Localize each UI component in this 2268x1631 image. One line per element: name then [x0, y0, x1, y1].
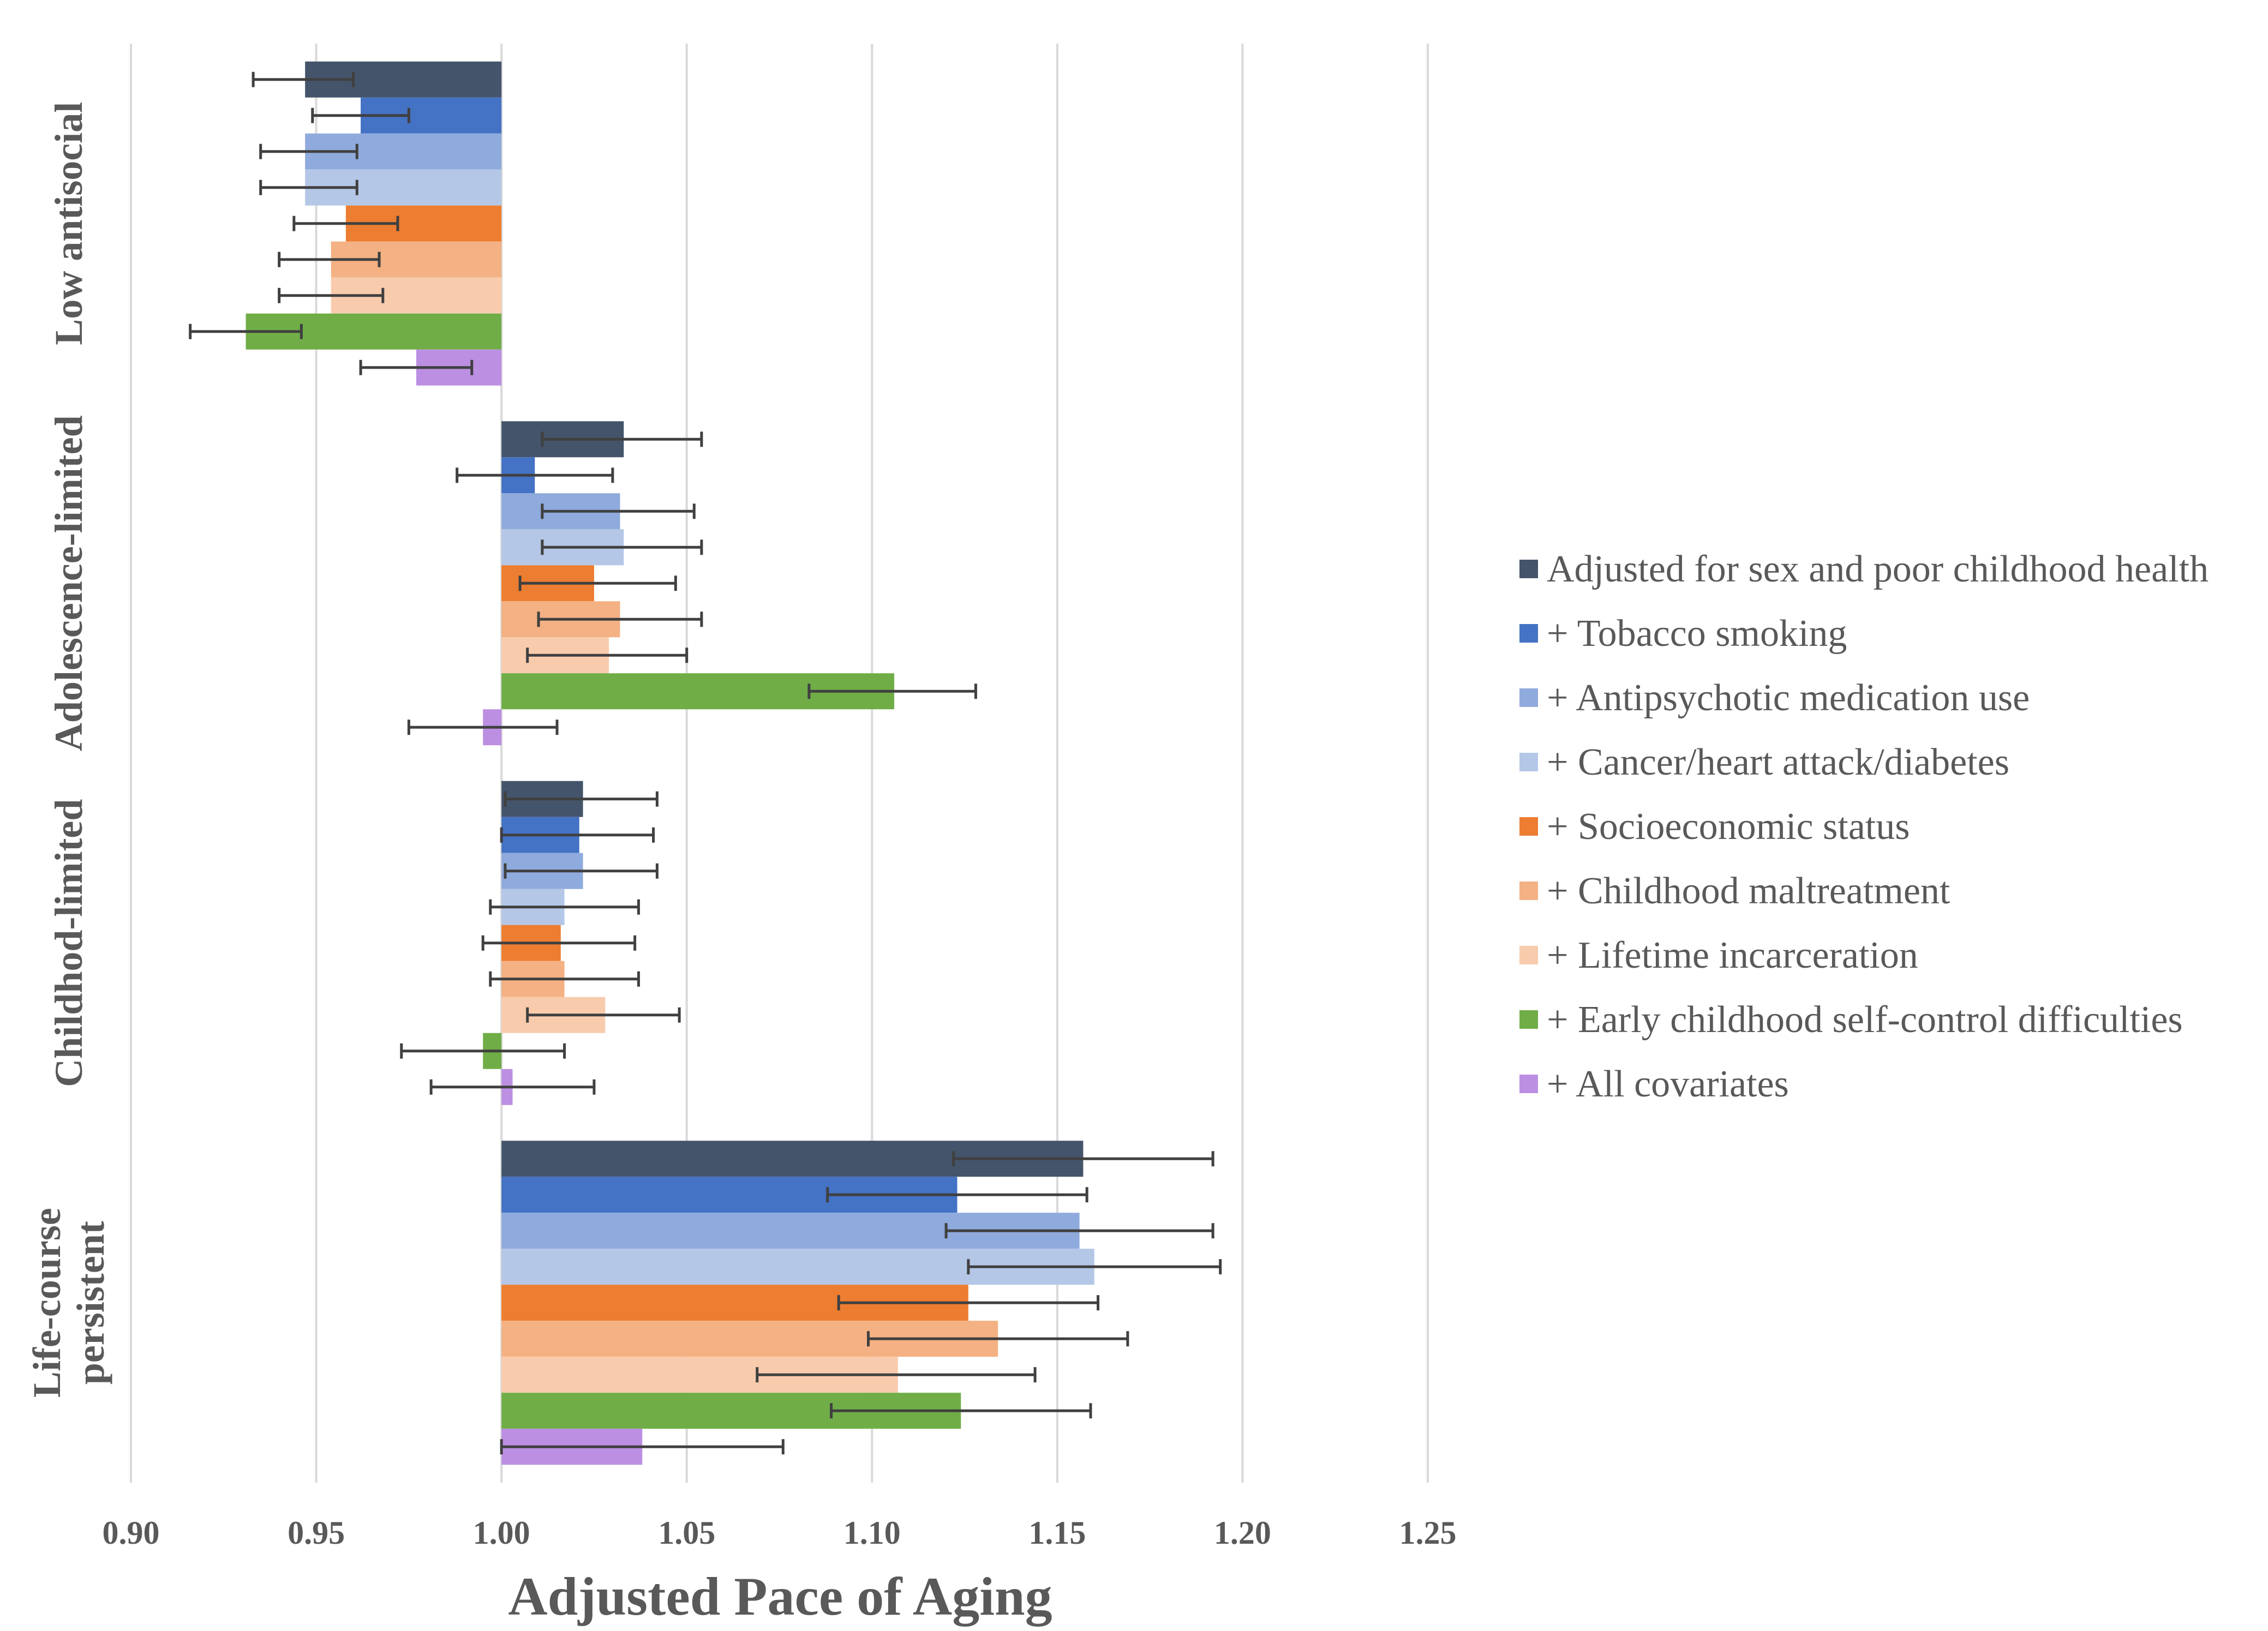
category-label: Low antisocial	[47, 102, 91, 345]
legend-item: + Childhood maltreatment	[1519, 870, 1950, 912]
legend-item: + Early childhood self-control difficult…	[1519, 999, 2183, 1041]
x-axis-title: Adjusted Pace of Aging	[508, 1566, 1052, 1627]
legend: Adjusted for sex and poor childhood heal…	[1519, 548, 2209, 1105]
category-label: Adolescence-limited	[47, 415, 91, 751]
category-label: Childhod-limited	[47, 799, 91, 1087]
error-bars	[189, 71, 1222, 1455]
bars	[246, 61, 1094, 1465]
category-labels: Low antisocial Adolescence-limited Childho…	[25, 102, 112, 1398]
legend-item: + Antipsychotic medication use	[1519, 677, 2030, 719]
legend-item: + Lifetime incarceration	[1519, 934, 1918, 976]
x-tick-label: 1.00	[473, 1515, 530, 1551]
legend-label: + Tobacco smoking	[1547, 613, 1847, 655]
legend-item: Adjusted for sex and poor childhood heal…	[1519, 548, 2209, 590]
legend-label: + Cancer/heart attack/diabetes	[1547, 741, 2009, 783]
legend-swatch	[1519, 1075, 1538, 1093]
legend-item: + Socioeconomic status	[1519, 806, 1910, 848]
legend-label: + All covariates	[1547, 1063, 1789, 1105]
category-label: Life-course	[25, 1208, 69, 1398]
legend-swatch	[1519, 560, 1538, 578]
legend-label: + Early childhood self-control difficult…	[1547, 999, 2183, 1041]
legend-swatch	[1519, 1010, 1538, 1029]
x-tick-label: 1.20	[1214, 1515, 1271, 1551]
legend-item: + Tobacco smoking	[1519, 613, 1847, 655]
legend-label: + Antipsychotic medication use	[1547, 677, 2030, 719]
x-tick-label: 0.95	[288, 1515, 345, 1551]
category-label: persistent	[69, 1221, 112, 1384]
x-tick-labels: 0.90 0.95 1.00 1.05 1.10 1.15 1.20 1.25	[103, 1515, 1457, 1551]
legend-label: + Lifetime incarceration	[1547, 934, 1918, 976]
legend-item: + Cancer/heart attack/diabetes	[1519, 741, 2009, 783]
x-tick-label: 0.90	[103, 1515, 160, 1551]
legend-swatch	[1519, 817, 1538, 836]
legend-label: Adjusted for sex and poor childhood heal…	[1547, 548, 2209, 590]
x-tick-label: 1.10	[843, 1515, 901, 1551]
x-tick-label: 1.05	[658, 1515, 715, 1551]
x-tick-label: 1.25	[1399, 1515, 1457, 1551]
legend-label: + Socioeconomic status	[1547, 806, 1910, 848]
legend-swatch	[1519, 688, 1538, 707]
legend-swatch	[1519, 753, 1538, 771]
gridlines	[130, 44, 1429, 1483]
legend-swatch	[1519, 946, 1538, 964]
x-tick-label: 1.15	[1028, 1515, 1086, 1551]
legend-swatch	[1519, 882, 1538, 900]
legend-label: + Childhood maltreatment	[1547, 870, 1950, 912]
legend-item: + All covariates	[1519, 1063, 1789, 1105]
legend-swatch	[1519, 624, 1538, 643]
